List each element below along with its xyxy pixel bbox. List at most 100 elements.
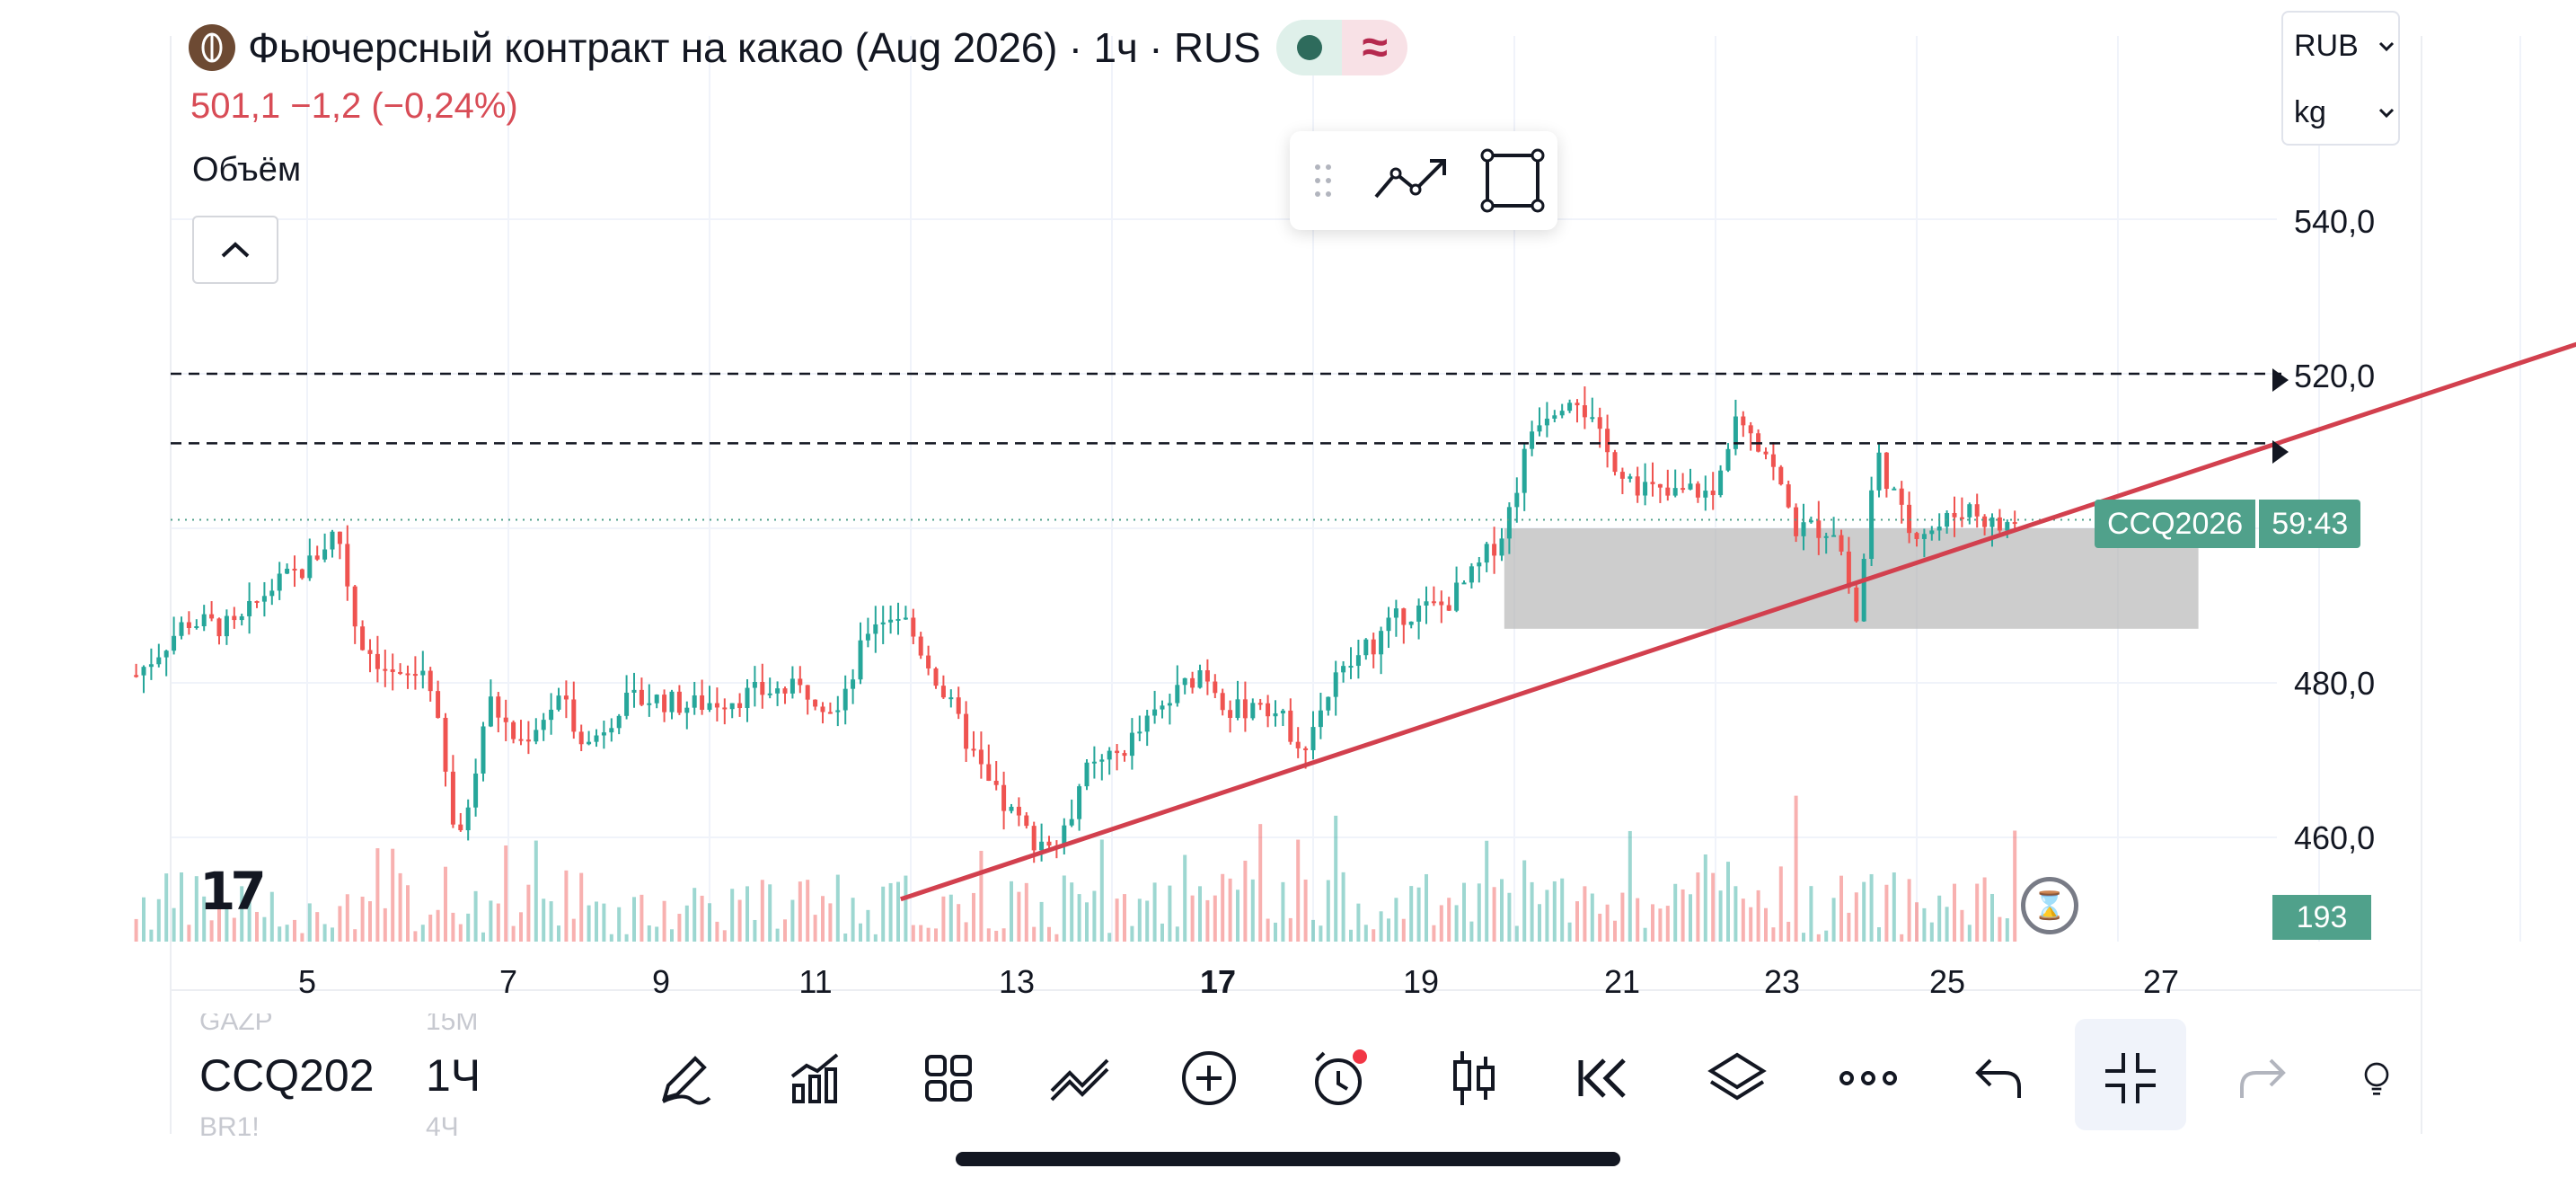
volume-bar (1243, 860, 1248, 942)
volume-bar (1967, 925, 1972, 942)
volume-bar (202, 896, 207, 942)
volume-bar (1372, 929, 1376, 942)
volume-bar (1092, 890, 1097, 942)
ideas-icon[interactable] (2359, 1046, 2395, 1111)
timeframe-picker[interactable]: 15М 1Ч 4Ч (426, 1013, 525, 1136)
redo-icon[interactable] (2229, 1046, 2294, 1111)
candle-body (1069, 819, 1074, 826)
drag-handle-icon[interactable] (1310, 158, 1337, 203)
rectangle-tool-icon[interactable] (1480, 148, 1545, 213)
volume-bar (564, 870, 569, 942)
undo-icon[interactable] (1967, 1046, 2032, 1111)
alert-icon[interactable] (1308, 1046, 1372, 1111)
level-marker-icon[interactable] (2269, 365, 2292, 395)
currency-unit-selector[interactable]: RUB kg (2281, 11, 2400, 146)
layers-icon[interactable] (1705, 1046, 1769, 1111)
volume-bar (331, 927, 334, 942)
bottom-toolbar[interactable]: GAZP CCQ202 BR1! 15М 1Ч 4Ч (171, 1013, 2416, 1136)
candle-body (1681, 488, 1686, 491)
home-indicator (956, 1152, 1620, 1166)
candle-body (1733, 416, 1738, 449)
candle-body (1861, 558, 1866, 622)
candle-body (851, 679, 856, 689)
candle-body (232, 615, 237, 621)
candle-body (971, 748, 976, 751)
layouts-icon[interactable] (916, 1046, 981, 1111)
volume-bar (142, 897, 146, 942)
volume-bar (926, 927, 931, 942)
last-price: 501,1 (190, 86, 281, 126)
indicators-icon[interactable] (783, 1046, 848, 1111)
volume-bar (1658, 908, 1663, 942)
collapse-indicators-button[interactable] (192, 216, 278, 284)
volume-bar (1099, 839, 1104, 942)
volume-bar (156, 898, 161, 942)
pen-icon[interactable] (652, 1046, 717, 1111)
chart-header[interactable]: Фьючерсный контракт на какао (Aug 2026) … (189, 20, 1408, 75)
volume-bar (398, 872, 402, 942)
volume-value-tag: 193 (2272, 895, 2371, 940)
candle-body (1107, 750, 1112, 760)
fullscreen-exit-icon[interactable] (2098, 1046, 2163, 1111)
candle-body (775, 688, 781, 694)
candle-body (873, 624, 878, 634)
candle-body (1628, 476, 1633, 479)
candle-body (1190, 677, 1195, 688)
volume-bar (1250, 879, 1255, 942)
candle-body (1160, 705, 1165, 710)
tradingview-logo[interactable]: 17 (199, 861, 267, 922)
market-status-badge[interactable]: ≈ (1276, 20, 1408, 75)
candles-icon[interactable] (1441, 1046, 1505, 1111)
candle-body (993, 781, 999, 785)
unit-select[interactable]: kg (2294, 95, 2395, 130)
candle-body (436, 691, 441, 718)
volume-bar (1454, 905, 1459, 942)
volume-bar (881, 886, 886, 942)
volume-bar (1560, 878, 1565, 942)
volume-bar (1198, 886, 1202, 942)
volume-bar (1152, 882, 1157, 942)
volume-bar (307, 903, 312, 942)
trend-icon[interactable] (1047, 1046, 1112, 1111)
level-marker-icon[interactable] (2269, 437, 2292, 467)
volume-bar (1137, 898, 1142, 942)
volume-bar (1689, 894, 1692, 942)
replay-icon[interactable] (1572, 1046, 1636, 1111)
path-tool-icon[interactable] (1372, 154, 1448, 208)
symbol-title[interactable]: Фьючерсный контракт на какао (Aug 2026) … (248, 24, 1261, 71)
volume-bar (1032, 926, 1037, 942)
volume-bar (1847, 912, 1851, 942)
volume-bar (262, 916, 267, 942)
volume-bar (300, 933, 304, 942)
candle-body (1129, 732, 1134, 757)
add-icon[interactable] (1177, 1046, 1241, 1111)
candle-body (1914, 533, 1919, 539)
candle-body (782, 688, 788, 694)
volume-bar (473, 890, 478, 942)
candle-body (1242, 699, 1248, 719)
volume-bar (994, 930, 999, 942)
volume-bar (579, 872, 584, 942)
hourglass-icon[interactable]: ⌛ (2021, 877, 2078, 934)
volume-bar (1341, 872, 1345, 942)
volume-bar (1877, 927, 1881, 942)
candle-body (1794, 507, 1799, 536)
volume-bar (1160, 923, 1164, 942)
volume-bar (1001, 928, 1006, 942)
volume-bar (1054, 934, 1059, 942)
volume-bar (1778, 866, 1783, 942)
more-icon[interactable] (1836, 1046, 1901, 1111)
volume-indicator-label[interactable]: Объём (192, 151, 302, 189)
candle-body (933, 668, 939, 686)
drawing-toolbar[interactable] (1290, 131, 1557, 230)
symbol-picker[interactable]: GAZP CCQ202 BR1! (199, 1013, 397, 1136)
symbol-current: CCQ202 (199, 1050, 375, 1101)
candle-body (1401, 608, 1407, 625)
volume-bar (232, 917, 236, 942)
currency-select[interactable]: RUB (2294, 29, 2395, 64)
volume-bar (436, 909, 440, 942)
candle-body (654, 695, 659, 704)
volume-bar (225, 903, 229, 942)
volume-bar (904, 875, 908, 942)
